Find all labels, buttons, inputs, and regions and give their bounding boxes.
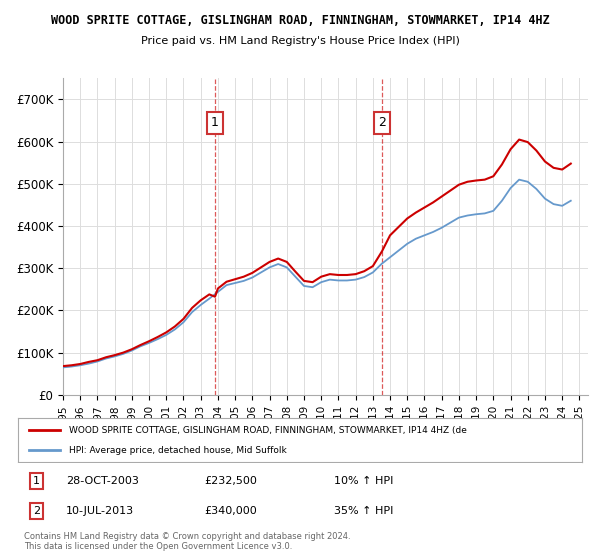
Text: WOOD SPRITE COTTAGE, GISLINGHAM ROAD, FINNINGHAM, STOWMARKET, IP14 4HZ (de: WOOD SPRITE COTTAGE, GISLINGHAM ROAD, FI… [69,426,467,435]
Text: 35% ↑ HPI: 35% ↑ HPI [334,506,393,516]
Text: HPI: Average price, detached house, Mid Suffolk: HPI: Average price, detached house, Mid … [69,446,287,455]
Text: £232,500: £232,500 [204,476,257,486]
Text: 28-OCT-2003: 28-OCT-2003 [66,476,139,486]
Text: 1: 1 [33,476,40,486]
Text: WOOD SPRITE COTTAGE, GISLINGHAM ROAD, FINNINGHAM, STOWMARKET, IP14 4HZ: WOOD SPRITE COTTAGE, GISLINGHAM ROAD, FI… [50,14,550,27]
Text: £340,000: £340,000 [204,506,257,516]
Text: 10-JUL-2013: 10-JUL-2013 [66,506,134,516]
Text: 10% ↑ HPI: 10% ↑ HPI [334,476,393,486]
Text: 2: 2 [33,506,40,516]
Text: Price paid vs. HM Land Registry's House Price Index (HPI): Price paid vs. HM Land Registry's House … [140,36,460,46]
Text: Contains HM Land Registry data © Crown copyright and database right 2024.
This d: Contains HM Land Registry data © Crown c… [24,532,350,552]
Text: 1: 1 [211,116,219,129]
Text: 2: 2 [378,116,386,129]
